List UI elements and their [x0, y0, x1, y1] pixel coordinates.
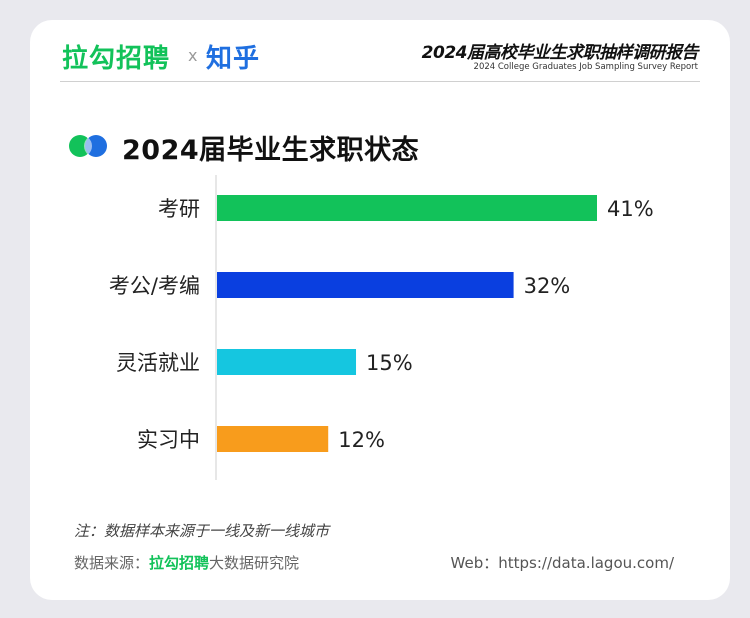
title-badge-icon — [69, 135, 107, 157]
value-label: 32% — [524, 274, 571, 298]
value-label: 12% — [338, 428, 385, 452]
category-label: 考公/考编 — [109, 274, 200, 298]
category-label: 实习中 — [137, 428, 200, 452]
data-note: 注：数据样本来源于一线及新一线城市 — [74, 522, 330, 540]
report-card: 拉勾招聘 x 知乎 2024届高校毕业生求职抽样调研报告 2024 Colleg… — [30, 20, 730, 600]
report-subtitle: 2024 College Graduates Job Sampling Surv… — [473, 62, 698, 72]
value-label: 41% — [607, 197, 654, 221]
bar-chart: 考研 41% 考公/考编 32% 灵活就业 15% 实习中 12% — [109, 175, 654, 480]
bar — [217, 426, 329, 452]
zhihu-logo: 知乎 — [206, 44, 261, 74]
source-suffix: 大数据研究院 — [209, 554, 300, 572]
bar — [217, 349, 357, 375]
bar — [217, 195, 597, 221]
logo-separator: x — [188, 46, 198, 65]
bar — [217, 272, 514, 298]
source-prefix: 数据来源： — [74, 554, 150, 572]
report-title: 2024届高校毕业生求职抽样调研报告 — [421, 43, 699, 63]
web-link[interactable]: Web：https://data.lagou.com/ — [450, 554, 674, 572]
header-divider — [60, 81, 700, 82]
source-brand: 拉勾招聘 — [149, 554, 210, 572]
value-label: 15% — [366, 351, 413, 375]
category-label: 灵活就业 — [116, 351, 200, 375]
chart-title: 2024届毕业生求职状态 — [122, 135, 420, 166]
data-source: 数据来源：拉勾招聘大数据研究院 — [74, 552, 299, 573]
lagou-logo: 拉勾招聘 — [62, 44, 171, 74]
category-label: 考研 — [158, 197, 200, 221]
